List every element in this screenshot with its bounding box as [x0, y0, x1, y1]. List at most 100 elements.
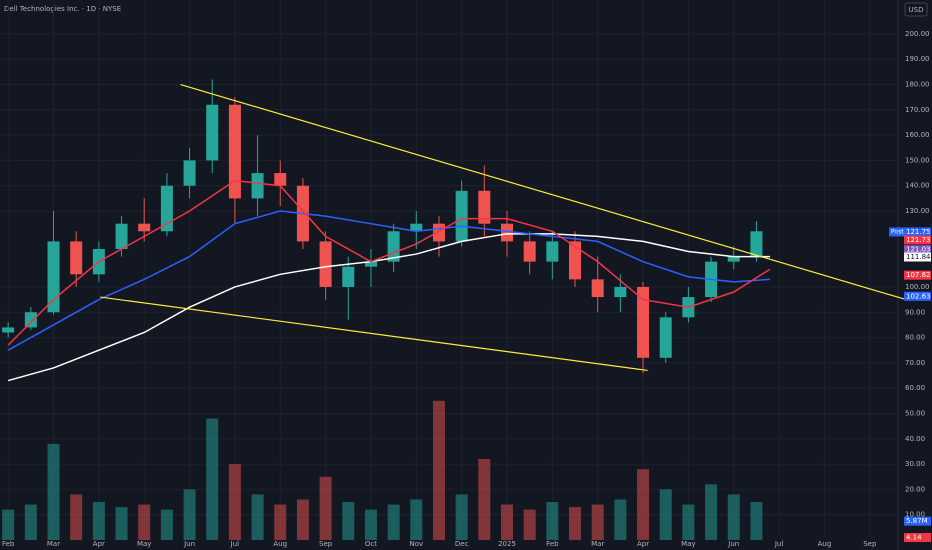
- candle-body: [251, 173, 264, 199]
- x-tick-label: Sep: [319, 540, 333, 548]
- post-label: Post: [891, 228, 904, 235]
- y-tick-label: 80.00: [905, 334, 925, 342]
- price-tag-label: 102.63: [906, 292, 931, 300]
- volume-bar: [24, 504, 37, 540]
- volume-bar: [682, 504, 695, 540]
- y-tick-label: 180.00: [905, 81, 930, 89]
- candle-body: [546, 241, 559, 262]
- y-tick-label: 200.00: [905, 30, 930, 38]
- price-tag-label: 121.03: [906, 246, 931, 254]
- y-tick-label: 160.00: [905, 131, 930, 139]
- x-tick-label: Jun: [727, 540, 739, 548]
- price-tag: [904, 533, 931, 543]
- volume-bar: [296, 499, 309, 540]
- volume-bar: [228, 464, 241, 540]
- volume-bar: [274, 504, 287, 540]
- moving-average: [7, 179, 771, 346]
- candle-body: [501, 223, 513, 242]
- volume-bar: [614, 499, 627, 540]
- volume-bar: [569, 507, 582, 540]
- candle-body: [70, 241, 83, 275]
- y-tick-label: 50.00: [905, 409, 925, 417]
- candle-body: [115, 223, 128, 249]
- trendline: [100, 296, 648, 372]
- y-tick-label: 170.00: [905, 106, 930, 114]
- volume-bar: [206, 418, 219, 540]
- price-tag-label: 111.84: [906, 253, 931, 261]
- volume-bar: [364, 509, 377, 540]
- candle-body: [569, 241, 582, 280]
- y-tick-label: 130.00: [905, 207, 930, 215]
- symbol-title: Dell Technologies Inc. · 1D · NYSE: [4, 5, 121, 13]
- post-tag: [889, 227, 904, 237]
- moving-average: [7, 210, 771, 351]
- y-tick-label: 140.00: [905, 182, 930, 190]
- x-tick-label: Oct: [365, 540, 377, 548]
- candle-body: [183, 160, 196, 186]
- volume-bar: [160, 509, 173, 540]
- volume-bar: [523, 509, 536, 540]
- candle-body: [24, 312, 37, 328]
- volume-bar: [70, 494, 83, 540]
- candle-body: [659, 317, 672, 358]
- x-tick-label: Nov: [409, 540, 423, 548]
- volume-bar: [138, 504, 151, 540]
- currency[interactable]: USD: [909, 6, 924, 14]
- x-tick-label: Jul: [774, 540, 784, 548]
- volume-bar: [47, 443, 60, 540]
- volume-bar: [92, 502, 105, 540]
- volume-bar: [750, 502, 763, 540]
- volume-bar: [501, 504, 513, 540]
- x-tick-label: Mar: [47, 540, 60, 548]
- y-tick-label: 100.00: [905, 283, 930, 291]
- price-tag: [904, 227, 931, 237]
- candle-body: [47, 241, 60, 313]
- x-tick-label: May: [137, 540, 151, 548]
- volume-bar: [432, 400, 445, 540]
- y-tick-label: 150.00: [905, 156, 930, 164]
- volume-bar: [591, 504, 604, 540]
- y-tick-label: 190.00: [905, 55, 930, 63]
- x-tick-label: 2025: [498, 540, 516, 548]
- candle-body: [364, 261, 377, 267]
- price-tag-label: 107.82: [906, 271, 931, 279]
- volume-bar: [387, 504, 400, 540]
- y-tick-label: 30.00: [905, 460, 925, 468]
- volume-bar: [705, 484, 718, 540]
- x-tick-label: Apr: [93, 540, 105, 548]
- trendline: [180, 83, 907, 301]
- x-tick-label: Jul: [230, 540, 240, 548]
- volume-bar: [637, 469, 650, 540]
- price-tag: [904, 245, 931, 255]
- y-tick-label: 10.00: [905, 511, 925, 519]
- price-tag: [904, 270, 931, 280]
- x-tick-label: Mar: [591, 540, 604, 548]
- y-tick-label: 40.00: [905, 435, 925, 443]
- currency-box: [904, 2, 928, 17]
- x-tick-label: May: [681, 540, 695, 548]
- candle-body: [455, 190, 468, 242]
- volume-bar: [251, 494, 264, 540]
- candle-body: [478, 190, 491, 224]
- y-tick-label: 20.00: [905, 485, 925, 493]
- price-tag-label: 4.14: [906, 534, 922, 542]
- candle-body: [591, 279, 604, 298]
- candle-body: [750, 231, 763, 257]
- price-tag-label: 5.87M: [906, 517, 928, 525]
- candle-body: [432, 223, 445, 242]
- candle-body: [138, 223, 151, 232]
- x-tick-label: Feb: [2, 540, 15, 548]
- price-tag: [904, 516, 931, 526]
- price-tag: [904, 252, 931, 262]
- y-tick-label: 90.00: [905, 308, 925, 316]
- volume-bar: [115, 507, 128, 540]
- x-tick-label: Feb: [546, 540, 559, 548]
- x-tick-label: Sep: [863, 540, 877, 548]
- candle-body: [523, 241, 536, 262]
- moving-average: [7, 233, 771, 382]
- volume-bar: [410, 499, 423, 540]
- x-tick-label: Apr: [637, 540, 649, 548]
- candle-body: [727, 256, 740, 262]
